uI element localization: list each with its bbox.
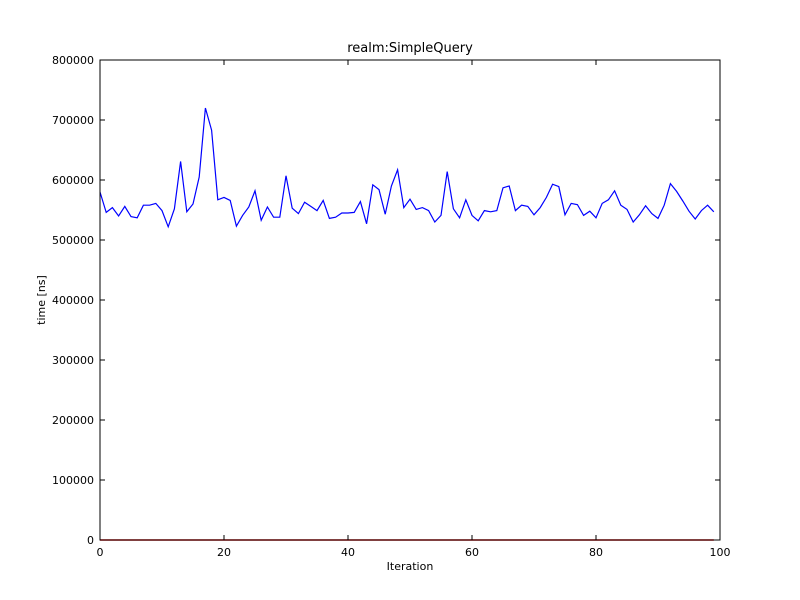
axes-layer: 0 20 40 60 80 100 0 100000 200000 300000 400000 500… — [52, 54, 731, 559]
y-tick-label: 300000 — [52, 354, 94, 367]
series-line-0 — [99, 107, 715, 229]
y-tick-label: 500000 — [52, 234, 94, 247]
x-tick-label: 100 — [710, 546, 731, 559]
y-tick-label: 600000 — [52, 174, 94, 187]
x-tick-label: 0 — [97, 546, 104, 559]
y-tick-label: 400000 — [52, 294, 94, 307]
y-axis-label: time [ns] — [35, 275, 48, 325]
x-tick-label: 60 — [465, 546, 479, 559]
y-tick-label: 0 — [87, 534, 94, 547]
x-axis-label: Iteration — [387, 560, 434, 573]
y-tick-label: 700000 — [52, 114, 94, 127]
plot-frame — [99, 59, 721, 541]
chart-title: realm:SimpleQuery — [347, 41, 473, 56]
y-tick-label: 100000 — [52, 474, 94, 487]
x-tick-label: 40 — [341, 546, 355, 559]
x-tick-label: 80 — [589, 546, 603, 559]
series-layer — [99, 107, 715, 541]
y-tick-label: 800000 — [52, 54, 94, 67]
x-tick-label: 20 — [217, 546, 231, 559]
y-tick-label: 200000 — [52, 414, 94, 427]
